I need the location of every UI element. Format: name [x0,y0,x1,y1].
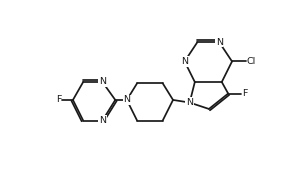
Text: N: N [181,57,188,66]
Text: Cl: Cl [247,57,256,66]
Text: N: N [123,95,130,104]
Text: N: N [99,78,106,87]
Text: F: F [56,95,61,104]
Text: N: N [216,38,223,47]
Text: N: N [186,98,193,107]
Text: N: N [99,116,106,125]
Text: F: F [242,89,247,98]
